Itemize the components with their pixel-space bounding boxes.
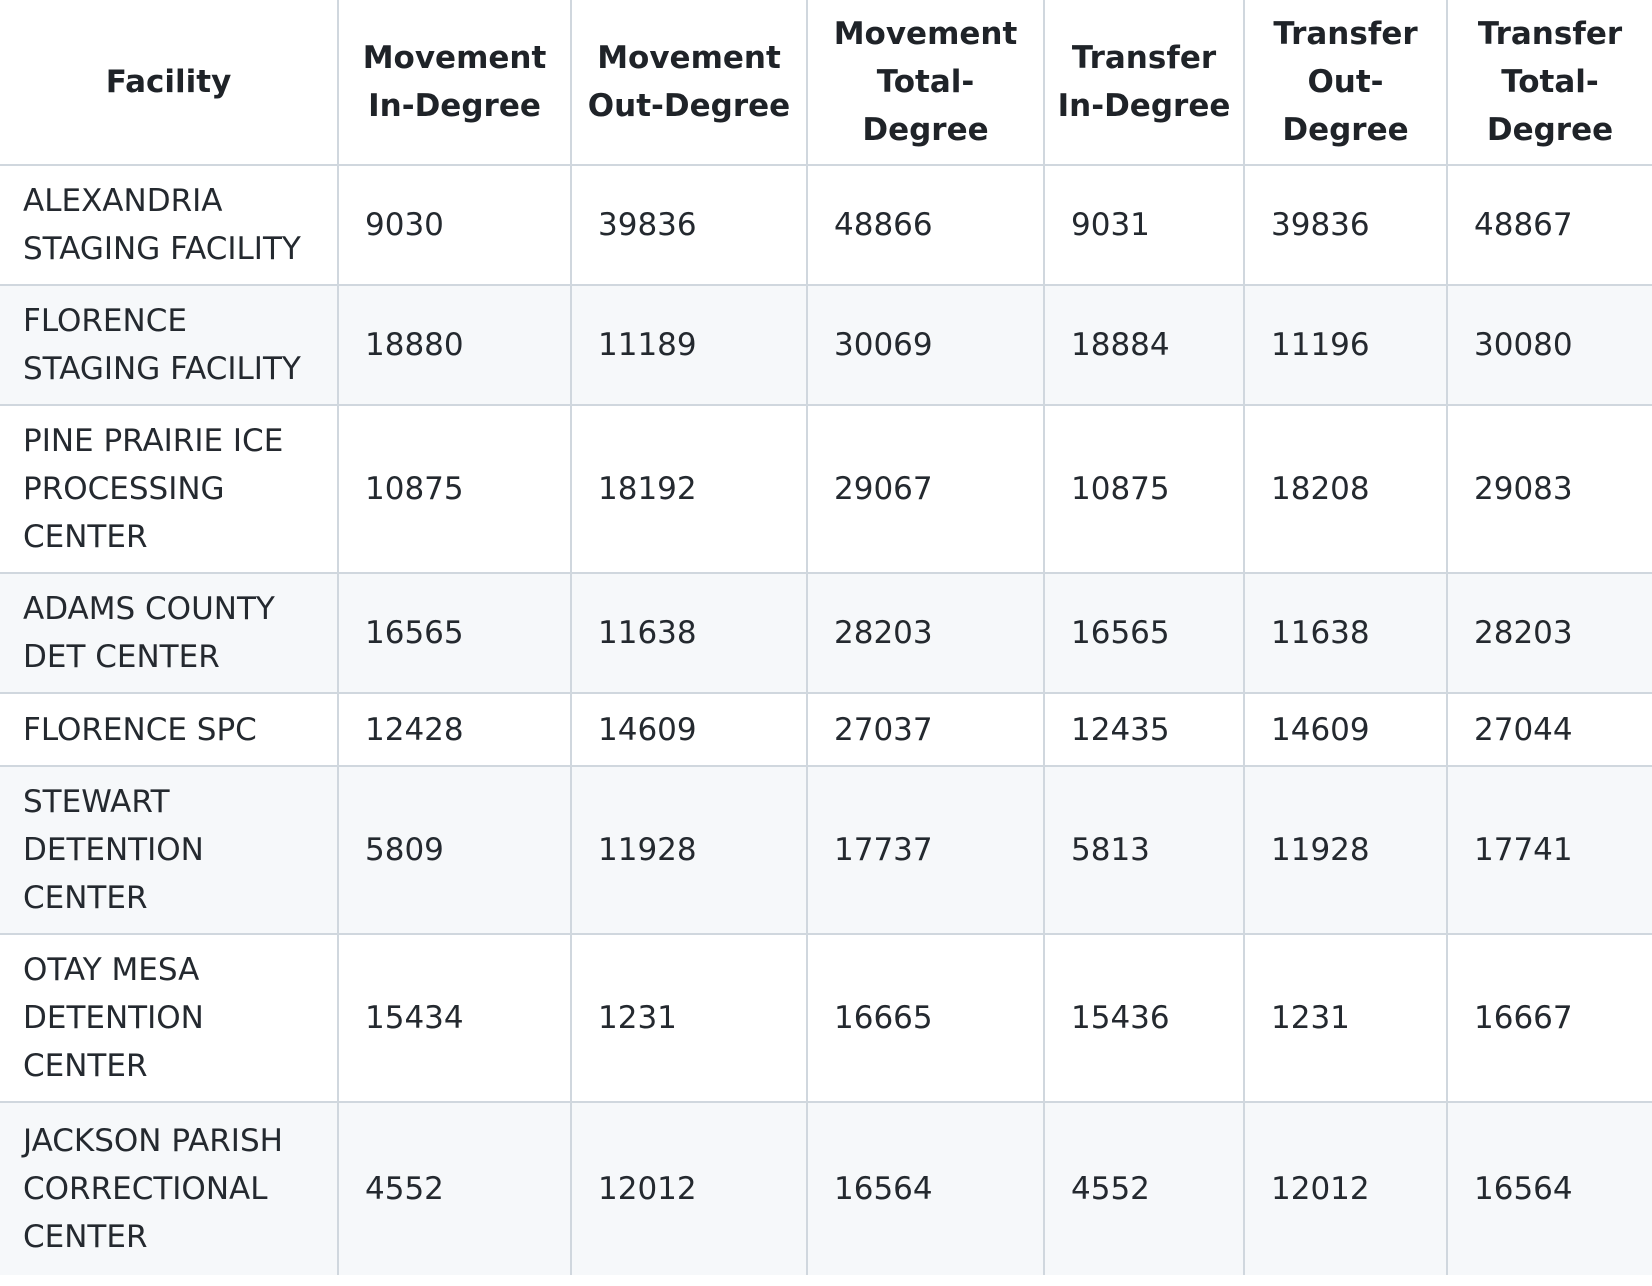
cell-transfer-total: 29083 <box>1446 404 1652 574</box>
cell-movement-out: 11928 <box>570 765 808 935</box>
cell-transfer-in: 4552 <box>1043 1101 1245 1275</box>
header-row: Facility Movement In-Degree Movement Out… <box>0 0 1652 166</box>
cell-movement-in: 5809 <box>337 765 572 935</box>
cell-transfer-in: 9031 <box>1043 164 1245 286</box>
header-movement-total-degree: Movement Total-Degree <box>806 0 1045 166</box>
cell-movement-in: 4552 <box>337 1101 572 1275</box>
cell-transfer-in: 18884 <box>1043 284 1245 406</box>
cell-movement-in: 12428 <box>337 692 572 767</box>
cell-movement-out: 39836 <box>570 164 808 286</box>
cell-transfer-out: 18208 <box>1243 404 1448 574</box>
cell-facility: PINE PRAIRIE ICE PROCESSING CENTER <box>0 404 339 574</box>
cell-movement-in: 15434 <box>337 933 572 1103</box>
cell-facility: OTAY MESA DETENTION CENTER <box>0 933 339 1103</box>
cell-facility: FLORENCE SPC <box>0 692 339 767</box>
header-facility: Facility <box>0 0 339 166</box>
header-transfer-total-degree: Transfer Total-Degree <box>1446 0 1652 166</box>
table-row: OTAY MESA DETENTION CENTER 15434 1231 16… <box>0 933 1652 1103</box>
cell-movement-total: 16564 <box>806 1101 1045 1275</box>
cell-movement-total: 48866 <box>806 164 1045 286</box>
cell-transfer-in: 15436 <box>1043 933 1245 1103</box>
table-header: Facility Movement In-Degree Movement Out… <box>0 0 1652 166</box>
cell-transfer-in: 10875 <box>1043 404 1245 574</box>
cell-transfer-out: 12012 <box>1243 1101 1448 1275</box>
cell-transfer-total: 16667 <box>1446 933 1652 1103</box>
cell-movement-out: 14609 <box>570 692 808 767</box>
cell-movement-out: 18192 <box>570 404 808 574</box>
table-row: ALEXANDRIA STAGING FACILITY 9030 39836 4… <box>0 164 1652 286</box>
cell-movement-total: 30069 <box>806 284 1045 406</box>
cell-transfer-out: 39836 <box>1243 164 1448 286</box>
cell-facility: STEWART DETENTION CENTER <box>0 765 339 935</box>
cell-transfer-in: 5813 <box>1043 765 1245 935</box>
cell-movement-out: 12012 <box>570 1101 808 1275</box>
cell-transfer-out: 11928 <box>1243 765 1448 935</box>
cell-movement-out: 11638 <box>570 572 808 694</box>
table-row: FLORENCE SPC 12428 14609 27037 12435 146… <box>0 692 1652 767</box>
cell-movement-out: 11189 <box>570 284 808 406</box>
cell-transfer-total: 27044 <box>1446 692 1652 767</box>
table-row: FLORENCE STAGING FACILITY 18880 11189 30… <box>0 284 1652 406</box>
table-row: STEWART DETENTION CENTER 5809 11928 1773… <box>0 765 1652 935</box>
cell-transfer-out: 11196 <box>1243 284 1448 406</box>
table-row: PINE PRAIRIE ICE PROCESSING CENTER 10875… <box>0 404 1652 574</box>
cell-transfer-total: 48867 <box>1446 164 1652 286</box>
cell-movement-in: 16565 <box>337 572 572 694</box>
cell-transfer-total: 16564 <box>1446 1101 1652 1275</box>
cell-movement-total: 28203 <box>806 572 1045 694</box>
table-row: JACKSON PARISH CORRECTIONAL CENTER 4552 … <box>0 1101 1652 1275</box>
cell-transfer-out: 11638 <box>1243 572 1448 694</box>
cell-movement-total: 27037 <box>806 692 1045 767</box>
cell-facility: ADAMS COUNTY DET CENTER <box>0 572 339 694</box>
cell-transfer-total: 30080 <box>1446 284 1652 406</box>
table-body: ALEXANDRIA STAGING FACILITY 9030 39836 4… <box>0 164 1652 1275</box>
cell-movement-total: 17737 <box>806 765 1045 935</box>
cell-transfer-total: 28203 <box>1446 572 1652 694</box>
table-row: ADAMS COUNTY DET CENTER 16565 11638 2820… <box>0 572 1652 694</box>
cell-movement-in: 9030 <box>337 164 572 286</box>
cell-facility: JACKSON PARISH CORRECTIONAL CENTER <box>0 1101 339 1275</box>
cell-transfer-total: 17741 <box>1446 765 1652 935</box>
cell-movement-in: 18880 <box>337 284 572 406</box>
header-movement-out-degree: Movement Out-Degree <box>570 0 808 166</box>
cell-facility: ALEXANDRIA STAGING FACILITY <box>0 164 339 286</box>
cell-transfer-out: 14609 <box>1243 692 1448 767</box>
cell-movement-total: 16665 <box>806 933 1045 1103</box>
cell-movement-in: 10875 <box>337 404 572 574</box>
header-transfer-out-degree: Transfer Out-Degree <box>1243 0 1448 166</box>
cell-movement-total: 29067 <box>806 404 1045 574</box>
cell-movement-out: 1231 <box>570 933 808 1103</box>
header-movement-in-degree: Movement In-Degree <box>337 0 572 166</box>
cell-facility: FLORENCE STAGING FACILITY <box>0 284 339 406</box>
cell-transfer-in: 12435 <box>1043 692 1245 767</box>
header-transfer-in-degree: Transfer In-Degree <box>1043 0 1245 166</box>
cell-transfer-in: 16565 <box>1043 572 1245 694</box>
cell-transfer-out: 1231 <box>1243 933 1448 1103</box>
